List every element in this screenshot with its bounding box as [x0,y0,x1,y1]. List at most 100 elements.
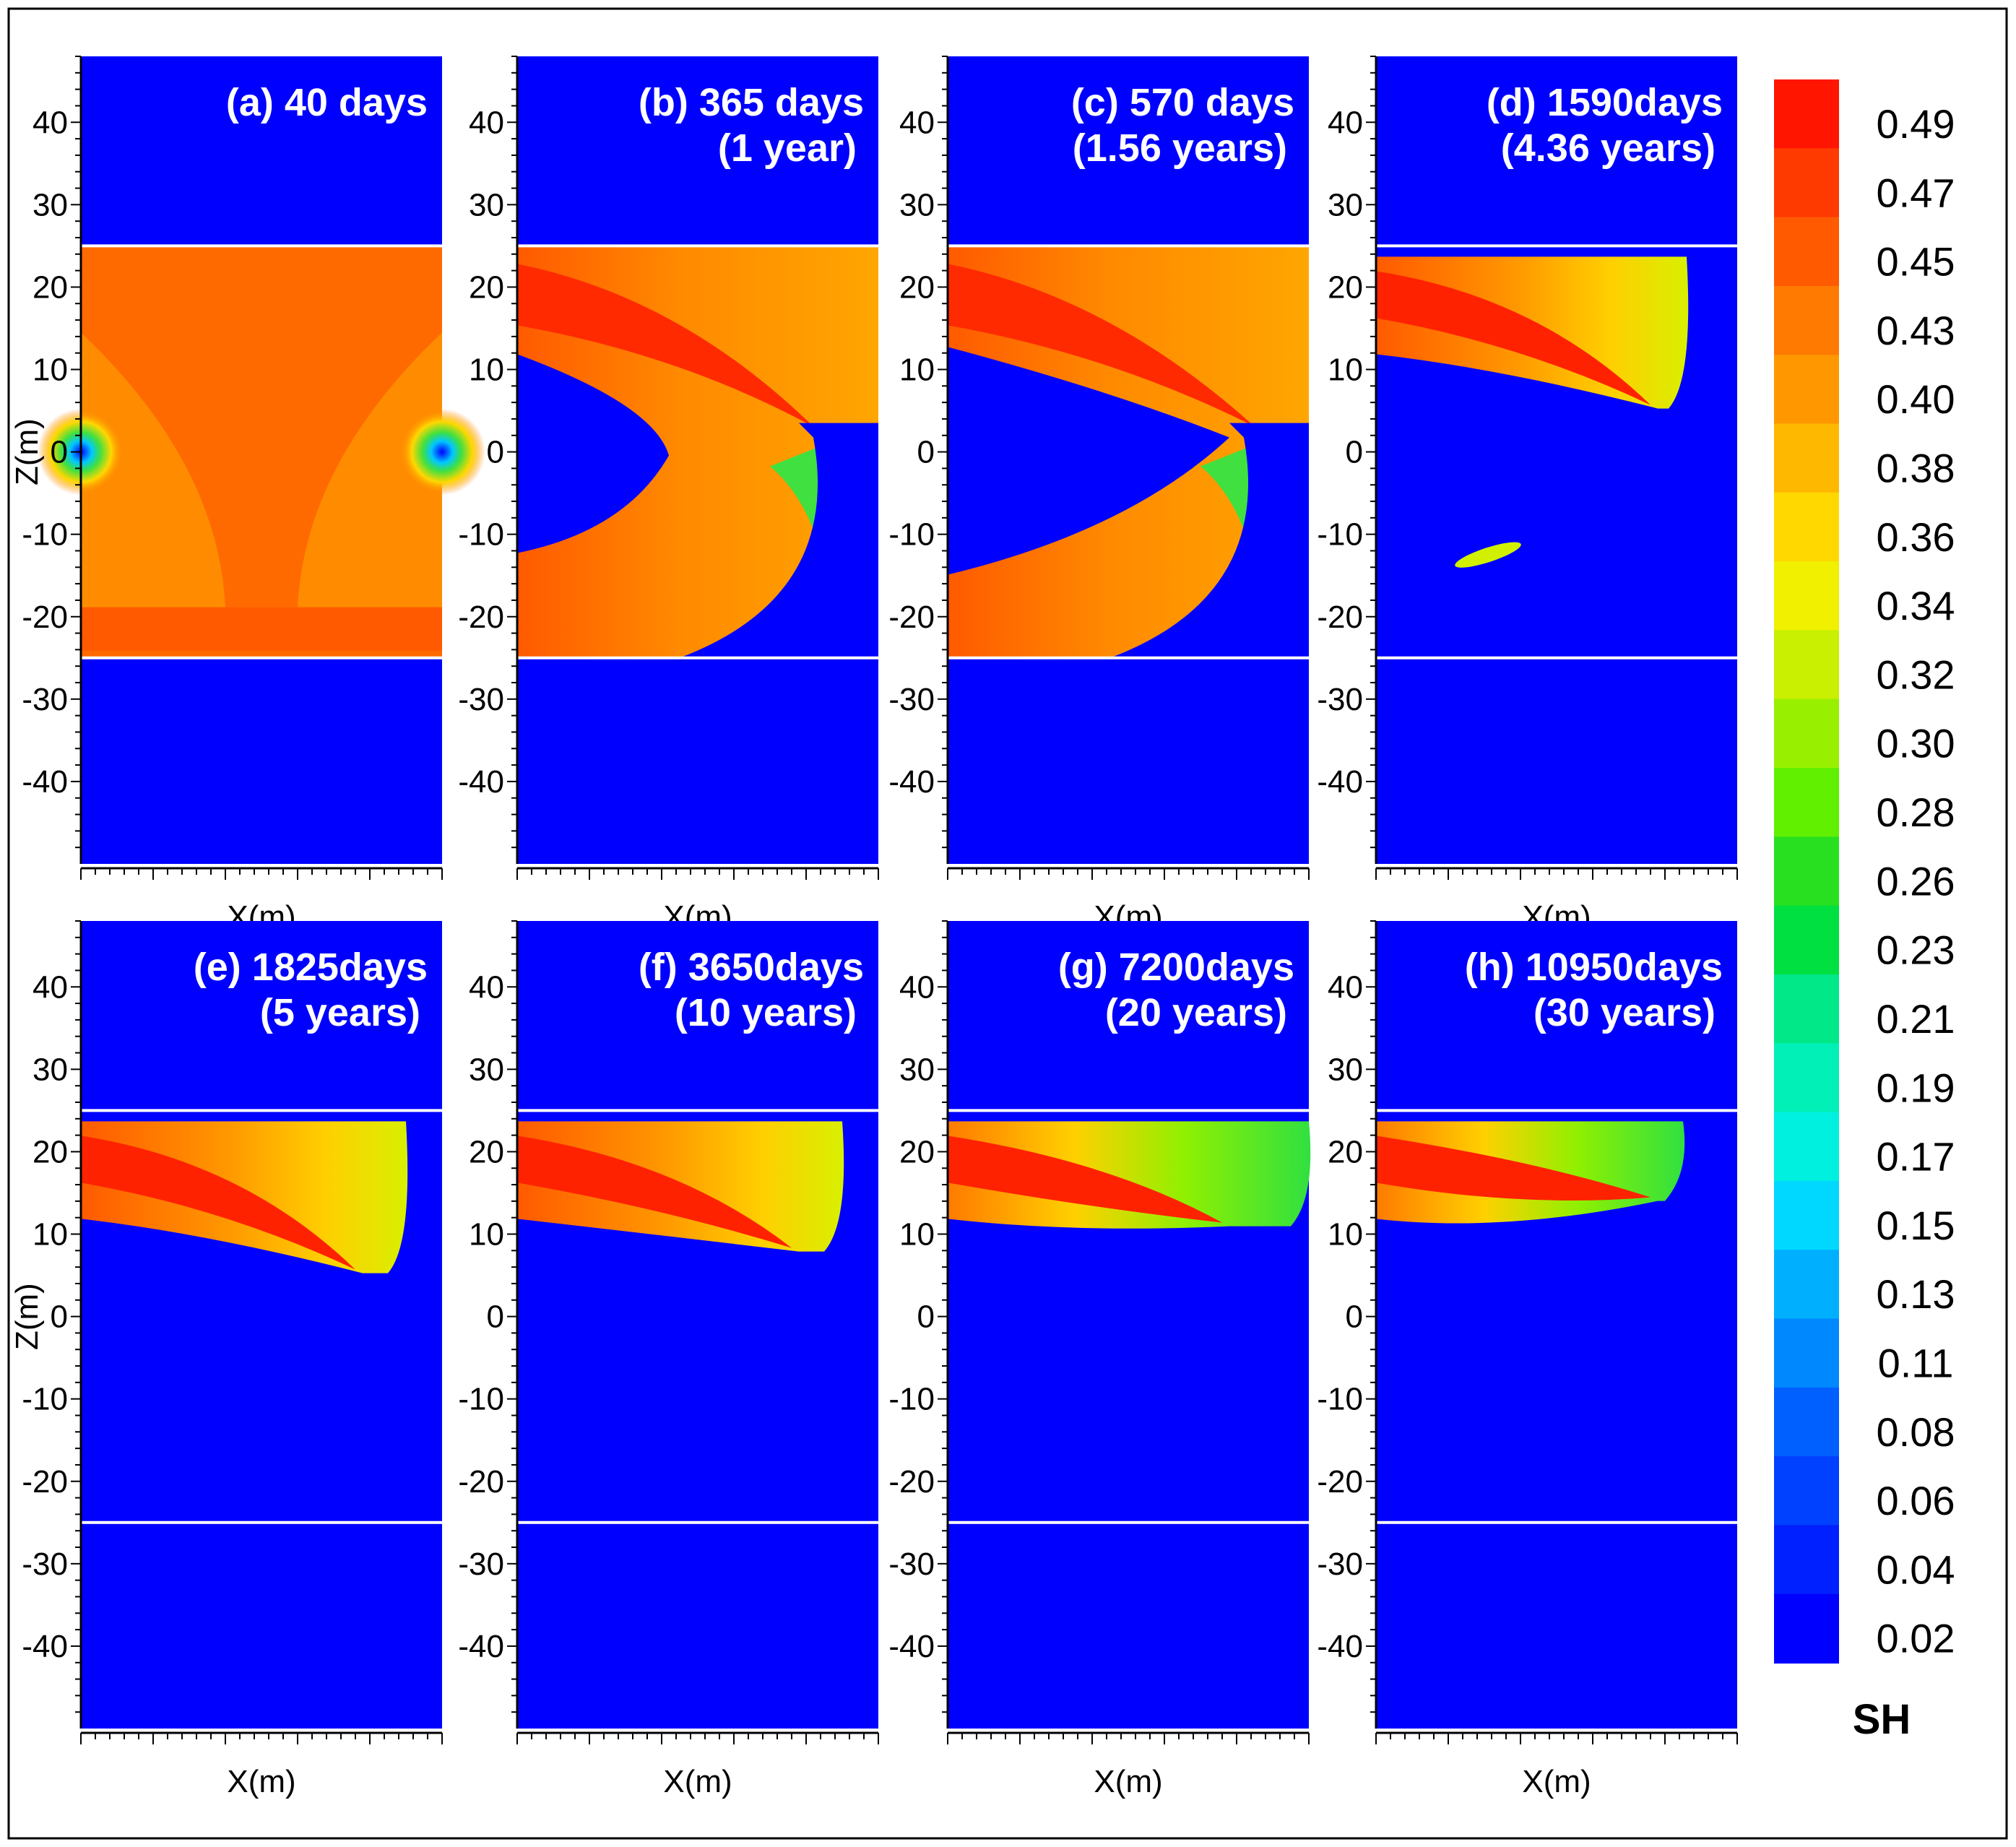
high-saturation-band [948,264,1255,427]
y-tick-label: 20 [1328,269,1363,305]
y-tick-label: 40 [33,105,68,140]
colorbar-title: SH [1853,1696,1911,1743]
y-tick-label: -30 [22,1547,68,1582]
panel-e: 40 30 20 10 0 -10 -20 -30 -40 X(m) Z(m) (e) 1825day… [9,920,443,1799]
y-tick-label: 10 [899,352,935,388]
y-tick-label: 10 [33,352,68,388]
high-saturation-band [1376,271,1651,405]
y-axis-label: Z(m) [9,1283,45,1350]
colorbar-swatch [1774,285,1839,356]
y-tick-label: -40 [22,764,68,800]
panel-title: (h) 10950days [1465,946,1723,989]
x-axis-label: X(m) [1094,1764,1162,1799]
colorbar-swatch [1774,768,1839,838]
high-saturation-band [948,1136,1222,1223]
colorbar-swatch [1774,1043,1839,1113]
colorbar-tick-label: 0.02 [1877,1616,1955,1661]
colorbar-tick-label: 0.36 [1877,514,1955,560]
y-tick-label: -40 [1317,1629,1363,1664]
panel-background [517,921,878,1729]
colorbar-tick-label: 0.21 [1877,996,1955,1042]
colorbar-swatch [1774,1112,1839,1182]
y-tick-label: 0 [1346,1299,1363,1335]
panel-f: 40 30 20 10 0 -10 -20 -30 -40 X(m) (f) 3650days(10… [458,920,879,1799]
colorbar-swatches [1774,79,1839,1664]
panel-background [948,921,1309,1729]
panel-title: (d) 1590days [1487,81,1723,124]
panel-subtitle: (4.36 years) [1501,126,1716,170]
y-tick-label: 20 [469,1134,504,1169]
y-tick-label: 30 [33,187,68,222]
colorbar-tick-label: 0.08 [1877,1409,1955,1455]
y-tick-label: 0 [51,435,68,470]
y-tick-label: 40 [899,969,935,1005]
colorbar-swatch [1774,1387,1839,1458]
y-tick-label: -30 [1317,682,1363,717]
y-tick-label: -30 [1317,1547,1363,1582]
y-tick-label: 30 [469,187,504,222]
colorbar-tick-label: 0.45 [1877,239,1955,285]
colorbar-swatch [1774,1593,1839,1664]
y-tick-label: 10 [469,1217,504,1253]
colorbar-tick-label: 0.47 [1877,170,1955,215]
y-tick-label: -40 [22,1629,68,1664]
y-tick-label: -40 [888,764,935,800]
colorbar-swatch [1774,561,1839,631]
colorbar-swatch [1774,1180,1839,1251]
y-tick-label: -30 [888,1547,935,1582]
y-tick-label: 40 [899,105,935,140]
colorbar-tick-label: 0.30 [1877,721,1955,766]
high-saturation-band [517,264,813,427]
dissociated-region [1110,423,1309,658]
y-tick-label: 10 [469,352,504,388]
high-saturation-band [81,1136,355,1270]
y-tick-label: 0 [1346,435,1363,470]
colorbar-swatch [1774,355,1839,425]
y-tick-label: -40 [888,1629,935,1664]
colorbar-swatch [1774,492,1839,563]
panel-subtitle: (10 years) [675,991,857,1034]
saturation-contour [81,332,225,607]
y-tick-label: -10 [888,517,935,553]
y-tick-label: 40 [1328,105,1363,140]
high-saturation-band [1376,1136,1651,1201]
colorbar-tick-label: 0.34 [1877,583,1955,628]
panel-subtitle: (30 years) [1533,991,1716,1034]
y-tick-label: 0 [51,1299,68,1335]
y-tick-label: 20 [899,269,935,305]
y-tick-label: 20 [1328,1134,1363,1169]
well-dissociation-zone [399,408,485,496]
panel-title: (g) 7200days [1058,946,1294,989]
y-tick-label: 30 [1328,187,1363,222]
y-tick-label: -40 [1317,764,1363,800]
y-tick-label: 20 [899,1134,935,1169]
y-tick-label: -20 [1317,600,1363,635]
panel-subtitle: (1 year) [718,126,857,170]
y-tick-label: -10 [22,1382,68,1417]
y-tick-label: -30 [458,1547,504,1582]
colorbar-swatch [1774,217,1839,287]
y-axis-label: Z(m) [9,418,45,485]
y-tick-label: -20 [22,600,68,635]
panel-title: (f) 3650days [639,946,864,989]
y-tick-label: 20 [33,269,68,305]
colorbar-tick-label: 0.43 [1877,308,1955,353]
dissociated-region [517,354,669,553]
y-tick-label: 30 [1328,1052,1363,1087]
colorbar-swatch [1774,974,1839,1044]
colorbar-tick-label: 0.49 [1877,101,1955,147]
colorbar-tick-label: 0.06 [1877,1478,1955,1523]
y-tick-label: -30 [888,682,935,717]
x-axis-label: X(m) [663,1764,732,1799]
y-tick-label: 30 [899,1052,935,1087]
y-tick-label: -30 [22,682,68,717]
y-tick-label: 0 [917,435,935,470]
panel-title: (e) 1825days [194,946,428,989]
hydrate-patch [1455,542,1521,568]
panel-title: (c) 570 days [1071,81,1294,124]
y-tick-label: 20 [469,269,504,305]
panel-background [81,921,442,1729]
